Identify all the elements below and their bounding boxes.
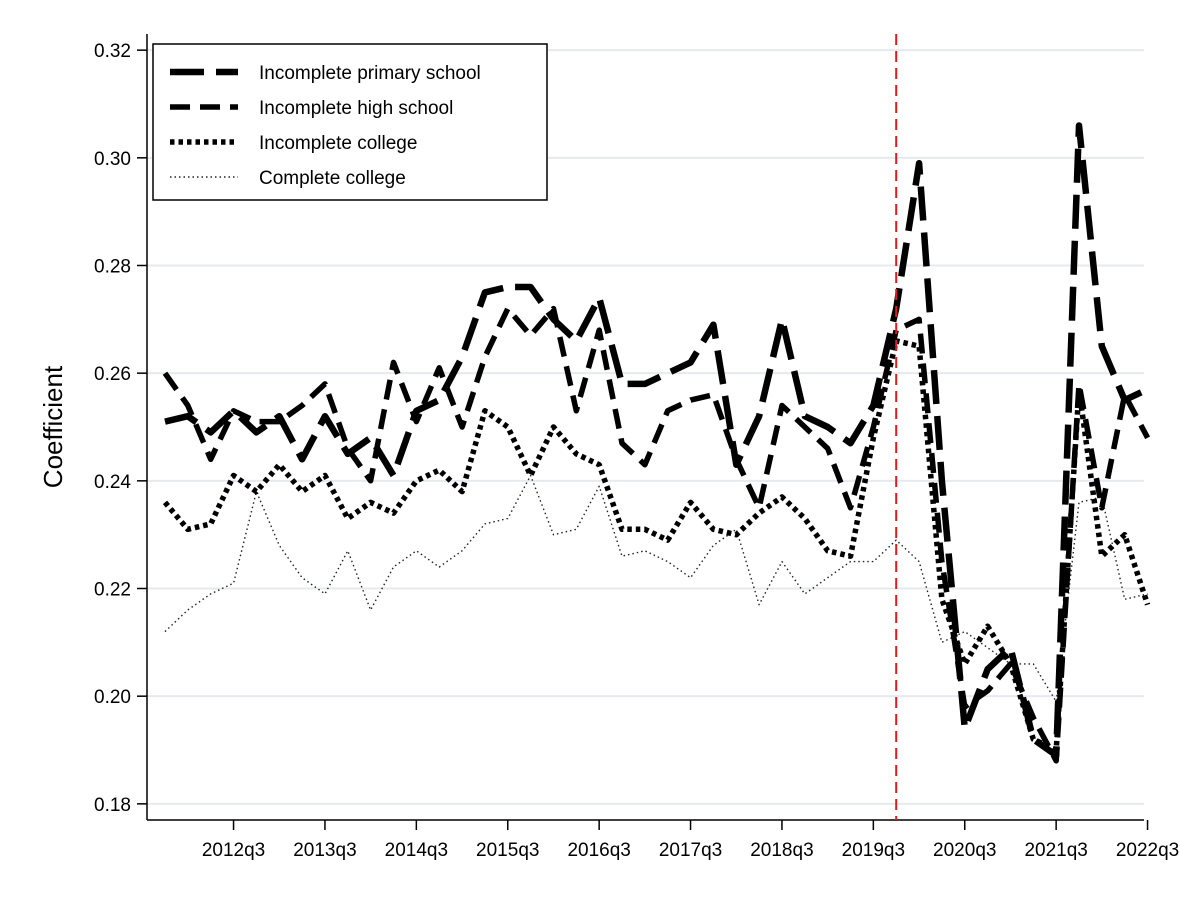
x-tick-label: 2018q3 [750, 840, 813, 861]
x-tick-label: 2013q3 [293, 840, 356, 861]
y-tick-label: 0.30 [94, 149, 131, 170]
legend: Incomplete primary school Incomplete high… [152, 43, 548, 201]
y-tick-label: 0.20 [94, 687, 131, 708]
x-tick-label: 2016q3 [567, 840, 630, 861]
x-tick-label: 2015q3 [476, 840, 539, 861]
legend-label-complete-college: Complete college [259, 168, 406, 189]
legend-label-incomplete-primary-school: Incomplete primary school [259, 63, 481, 84]
x-tick-label: 2012q3 [202, 840, 265, 861]
x-tick-label: 2017q3 [659, 840, 722, 861]
legend-label-incomplete-high-school: Incomplete high school [259, 98, 453, 119]
y-tick-label: 0.24 [94, 472, 131, 493]
x-tick-label: 2021q3 [1024, 840, 1087, 861]
y-tick-label: 0.32 [94, 41, 131, 62]
x-ticks: 2012q3 2013q3 2014q3 2015q3 2016q3 2017q3 2018… [202, 820, 1179, 861]
y-tick-label: 0.28 [94, 256, 131, 277]
x-tick-label: 2020q3 [933, 840, 996, 861]
y-ticks: 0.18 0.20 0.22 0.24 0.26 0.28 0.30 0.32 [94, 41, 147, 816]
axes [146, 34, 1144, 821]
y-tick-label: 0.26 [94, 364, 131, 385]
series-lines [162, 122, 1151, 764]
series-line-incomplete-primary-school [164, 122, 1149, 759]
y-axis-title: Coefficient [38, 365, 68, 488]
y-tick-label: 0.18 [94, 795, 131, 816]
x-tick-label: 2022q3 [1116, 840, 1179, 861]
series-line-incomplete-high-school [162, 305, 1151, 764]
legend-label-incomplete-college: Incomplete college [259, 133, 417, 154]
series-line-incomplete-college [162, 338, 1151, 753]
y-tick-label: 0.22 [94, 580, 131, 601]
x-tick-label: 2014q3 [385, 840, 448, 861]
x-tick-label: 2019q3 [842, 840, 905, 861]
